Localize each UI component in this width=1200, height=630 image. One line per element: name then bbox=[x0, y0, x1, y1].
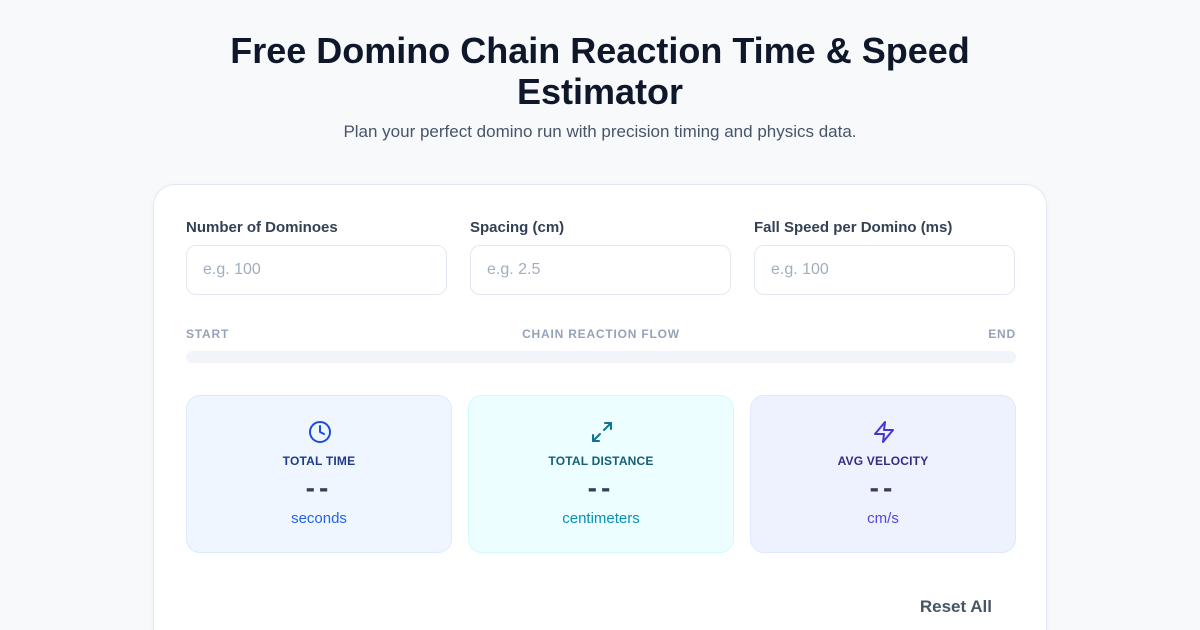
calculator-card: Number of Dominoes Spacing (cm) Fall Spe… bbox=[153, 184, 1047, 630]
page-title: Free Domino Chain Reaction Time & Speed … bbox=[0, 30, 1200, 112]
fall-speed-field: Fall Speed per Domino (ms) bbox=[754, 219, 1015, 295]
avg-velocity-unit: cm/s bbox=[867, 510, 899, 527]
total-distance-card: TOTAL DISTANCE -- centimeters bbox=[468, 395, 734, 553]
chain-reaction-progress-bar bbox=[186, 351, 1016, 363]
lightning-icon bbox=[874, 421, 894, 443]
total-distance-value: -- bbox=[587, 472, 615, 503]
flow-end-label: END bbox=[988, 327, 1016, 341]
spacing-field: Spacing (cm) bbox=[470, 219, 731, 295]
fall-speed-input[interactable] bbox=[754, 245, 1015, 295]
total-time-card: TOTAL TIME -- seconds bbox=[186, 395, 452, 553]
total-time-value: -- bbox=[305, 472, 333, 503]
flow-labels: CHAIN REACTION FLOW START END bbox=[186, 327, 1016, 343]
flow-start-label: START bbox=[186, 327, 230, 341]
fall-speed-label: Fall Speed per Domino (ms) bbox=[754, 219, 953, 236]
flow-middle-label: CHAIN REACTION FLOW bbox=[522, 327, 680, 341]
page-title-text: Free Domino Chain Reaction Time & Speed … bbox=[230, 30, 970, 112]
page-subtitle: Plan your perfect domino run with precis… bbox=[343, 122, 857, 141]
total-distance-unit: centimeters bbox=[562, 510, 640, 527]
dominoes-count-input[interactable] bbox=[186, 245, 447, 295]
reset-all-button[interactable]: Reset All bbox=[919, 597, 992, 616]
avg-velocity-label: AVG VELOCITY bbox=[837, 454, 929, 468]
dominoes-count-field: Number of Dominoes bbox=[186, 219, 447, 295]
avg-velocity-card: AVG VELOCITY -- cm/s bbox=[750, 395, 1016, 553]
total-distance-label: TOTAL DISTANCE bbox=[548, 454, 654, 468]
total-time-unit: seconds bbox=[291, 510, 347, 527]
dominoes-count-label: Number of Dominoes bbox=[186, 219, 338, 236]
total-time-label: TOTAL TIME bbox=[282, 454, 356, 468]
spacing-input[interactable] bbox=[470, 245, 731, 295]
spacing-label: Spacing (cm) bbox=[470, 219, 565, 236]
expand-arrows-icon bbox=[592, 422, 612, 442]
clock-icon bbox=[309, 421, 331, 443]
avg-velocity-value: -- bbox=[869, 472, 897, 503]
